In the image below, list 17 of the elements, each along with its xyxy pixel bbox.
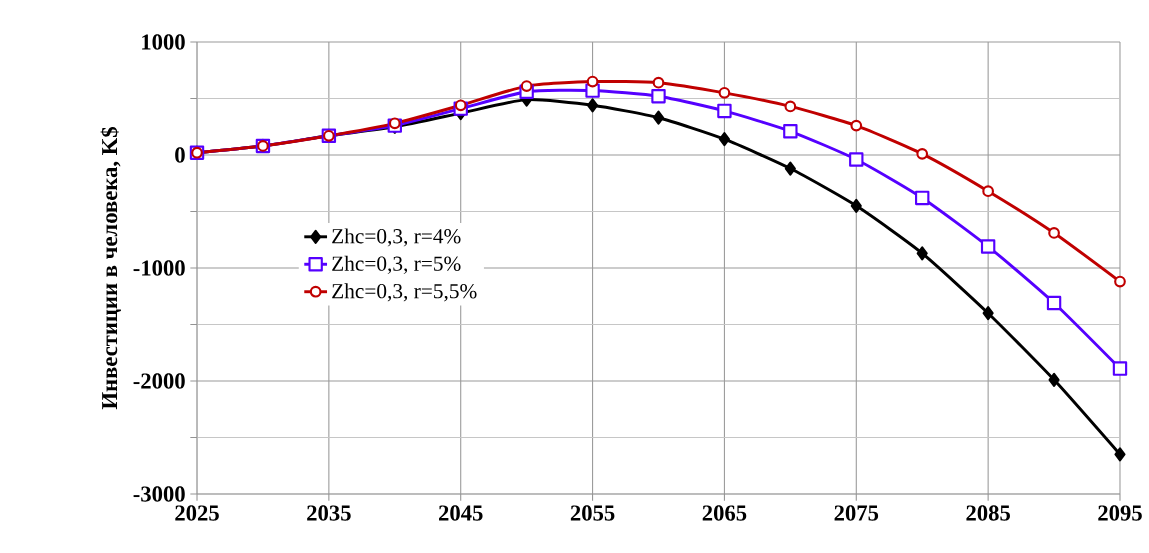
y-axis-title: Инвестиции в человека, K$ [100, 127, 121, 410]
x-tick-label: 2055 [570, 505, 615, 521]
x-tick-label: 2035 [307, 505, 351, 521]
y-tick-label: -1000 [133, 260, 185, 276]
x-tick-label: 2095 [1098, 505, 1142, 521]
legend-label: Zhc=0,3, r=5% [332, 255, 461, 274]
y-tick-label: -3000 [133, 486, 185, 502]
x-tick-label: 2065 [702, 505, 747, 521]
x-tick-label: 2075 [834, 505, 879, 521]
legend-label: Zhc=0,3, r=5,5% [332, 283, 477, 302]
x-tick-label: 2045 [439, 505, 483, 521]
y-tick-label: -2000 [133, 373, 185, 389]
x-tick-label: 2025 [175, 505, 219, 521]
y-tick-label: 0 [175, 147, 185, 163]
x-tick-label: 2085 [966, 505, 1010, 521]
y-tick-label: 1000 [142, 34, 185, 50]
legend-label: Zhc=0,3, r=4% [332, 228, 461, 247]
